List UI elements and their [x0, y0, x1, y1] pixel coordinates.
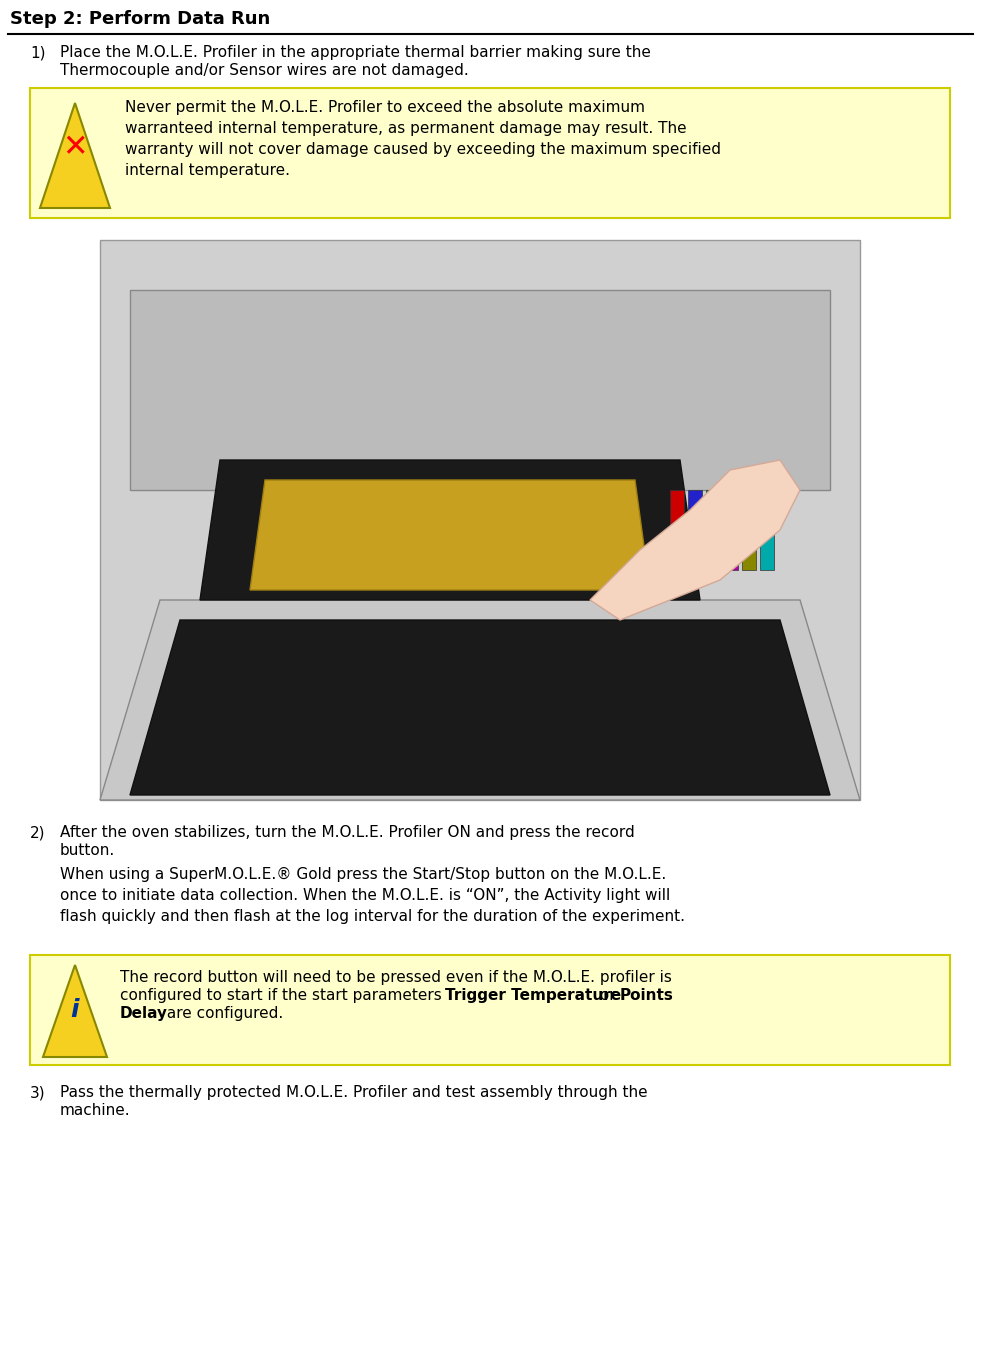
Text: 3): 3): [30, 1085, 46, 1100]
Text: Pass the thermally protected M.O.L.E. Profiler and test assembly through the: Pass the thermally protected M.O.L.E. Pr…: [60, 1085, 647, 1100]
Text: 1): 1): [30, 45, 45, 60]
FancyBboxPatch shape: [670, 490, 684, 570]
Polygon shape: [250, 479, 650, 590]
FancyBboxPatch shape: [130, 290, 830, 490]
FancyBboxPatch shape: [30, 88, 950, 218]
Polygon shape: [130, 621, 830, 795]
FancyBboxPatch shape: [724, 490, 738, 570]
Polygon shape: [43, 964, 107, 1058]
Text: Place the M.O.L.E. Profiler in the appropriate thermal barrier making sure the: Place the M.O.L.E. Profiler in the appro…: [60, 45, 650, 60]
Text: Step 2: Perform Data Run: Step 2: Perform Data Run: [10, 10, 270, 27]
FancyBboxPatch shape: [760, 490, 774, 570]
Text: are configured.: are configured.: [162, 1006, 284, 1021]
Polygon shape: [590, 460, 800, 621]
Text: configured to start if the start parameters: configured to start if the start paramet…: [120, 988, 446, 1003]
Text: machine.: machine.: [60, 1103, 130, 1118]
Text: Never permit the M.O.L.E. Profiler to exceed the absolute maximum
warranteed int: Never permit the M.O.L.E. Profiler to ex…: [125, 100, 721, 178]
Polygon shape: [200, 460, 700, 600]
Text: Delay: Delay: [120, 1006, 168, 1021]
Text: or: or: [595, 988, 621, 1003]
Text: Thermocouple and/or Sensor wires are not damaged.: Thermocouple and/or Sensor wires are not…: [60, 63, 469, 78]
FancyBboxPatch shape: [742, 490, 756, 570]
Polygon shape: [100, 600, 860, 800]
Text: Trigger Temperature: Trigger Temperature: [445, 988, 621, 1003]
Text: 2): 2): [30, 825, 45, 840]
Text: The record button will need to be pressed even if the M.O.L.E. profiler is: The record button will need to be presse…: [120, 970, 672, 985]
Text: When using a SuperM.O.L.E.® Gold press the Start/Stop button on the M.O.L.E.
onc: When using a SuperM.O.L.E.® Gold press t…: [60, 867, 685, 923]
FancyBboxPatch shape: [30, 955, 950, 1064]
Text: i: i: [71, 997, 79, 1022]
FancyBboxPatch shape: [100, 240, 860, 800]
Polygon shape: [40, 103, 110, 208]
FancyBboxPatch shape: [688, 490, 702, 570]
Text: ✕: ✕: [62, 133, 87, 163]
Text: Points: Points: [620, 988, 674, 1003]
FancyBboxPatch shape: [706, 490, 720, 570]
Text: button.: button.: [60, 843, 115, 858]
Text: After the oven stabilizes, turn the M.O.L.E. Profiler ON and press the record: After the oven stabilizes, turn the M.O.…: [60, 825, 635, 840]
